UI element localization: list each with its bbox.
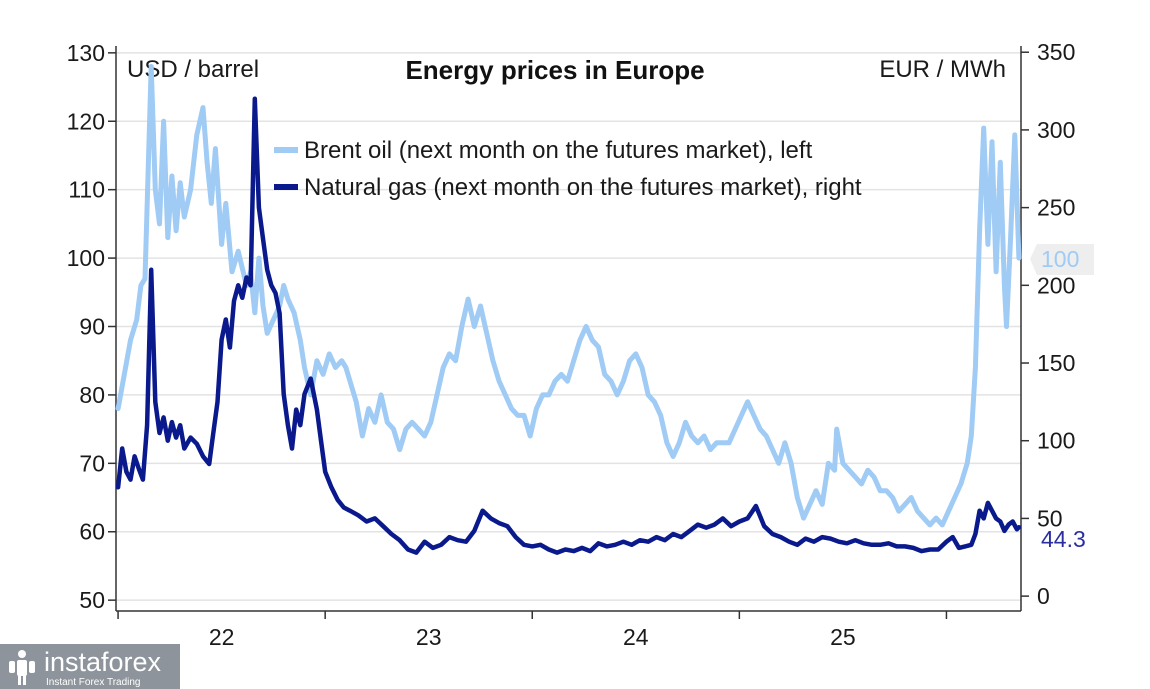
chart-title: Energy prices in Europe xyxy=(405,55,704,85)
right-tick-label-4: 200 xyxy=(1037,272,1075,298)
left-tick-label-8: 130 xyxy=(67,40,105,66)
x-tick-label-22: 22 xyxy=(209,624,235,650)
left-tick-label-0: 50 xyxy=(79,587,105,613)
x-tick-label-23: 23 xyxy=(416,624,442,650)
left-tick-label-1: 60 xyxy=(79,519,105,545)
right-tick-label-5: 250 xyxy=(1037,195,1075,221)
left-tick-label-7: 120 xyxy=(67,108,105,134)
left-axis-unit-label: USD / barrel xyxy=(127,56,259,83)
left-tick-label-3: 80 xyxy=(79,382,105,408)
natural-gas-line xyxy=(115,96,1022,555)
right-tick-label-7: 350 xyxy=(1037,39,1075,65)
left-tick-label-5: 100 xyxy=(67,245,105,271)
right-tick-label-6: 300 xyxy=(1037,117,1075,143)
legend-label-brent: Brent oil (next month on the futures mar… xyxy=(304,137,813,164)
brent-end-value: 100 xyxy=(1041,246,1079,272)
axes xyxy=(108,46,1029,619)
x-axis-tick-labels: 22 23 24 25 xyxy=(209,624,856,650)
brent-end-label-tag xyxy=(1030,244,1094,275)
logo-subtext: Instant Forex Trading xyxy=(46,677,141,688)
logo-text: instaforex xyxy=(44,647,162,677)
series-lines xyxy=(115,64,1022,555)
x-tick-label-24: 24 xyxy=(623,624,649,650)
logo-figure-icon xyxy=(9,650,35,685)
instaforex-logo: instaforex Instant Forex Trading xyxy=(0,644,180,689)
left-tick-label-4: 90 xyxy=(79,314,105,340)
right-axis-tick-labels: 0 50 100 150 200 250 300 350 xyxy=(1037,39,1075,609)
right-tick-label-3: 150 xyxy=(1037,350,1075,376)
x-tick-label-25: 25 xyxy=(830,624,856,650)
left-tick-label-2: 70 xyxy=(79,450,105,476)
right-tick-label-0: 0 xyxy=(1037,583,1050,609)
left-axis-tick-labels: 50 60 70 80 90 100 110 120 130 xyxy=(67,40,105,613)
legend: Brent oil (next month on the futures mar… xyxy=(274,137,862,201)
right-tick-label-1: 50 xyxy=(1037,505,1063,531)
right-tick-label-2: 100 xyxy=(1037,428,1075,454)
gas-end-value: 44.3 xyxy=(1041,526,1086,552)
left-tick-label-6: 110 xyxy=(68,177,105,203)
legend-label-gas: Natural gas (next month on the futures m… xyxy=(304,174,862,201)
brent-end-label: 100 xyxy=(1030,244,1094,275)
right-axis-unit-label: EUR / MWh xyxy=(879,56,1006,83)
